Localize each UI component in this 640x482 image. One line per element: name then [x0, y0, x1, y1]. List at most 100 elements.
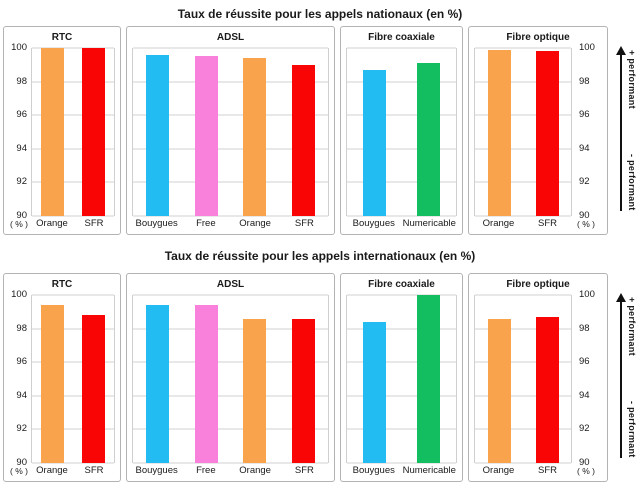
- bar-sfr: [82, 315, 105, 463]
- gridline: [475, 361, 571, 363]
- x-label-orange: Orange: [482, 465, 515, 476]
- panel-fibre-optique-internationaux: Fibre optique Orange SFR 100 98 96 94 92 90 ( …: [468, 273, 608, 482]
- gridline: [32, 395, 114, 397]
- panel-title: RTC: [51, 32, 73, 43]
- bar-numericable: [417, 63, 441, 216]
- panel-title: Fibre coaxiale: [368, 279, 435, 290]
- y-tick-90: 90: [579, 210, 590, 221]
- gridline: [32, 181, 114, 183]
- gridline: [475, 181, 571, 183]
- x-label-orange: Orange: [482, 218, 515, 229]
- bar-plot: [346, 47, 457, 217]
- x-label-sfr: SFR: [294, 465, 314, 476]
- gridline: [347, 47, 456, 49]
- gridline: [32, 428, 114, 430]
- y-tick-98: 98: [579, 322, 590, 334]
- gridline: [133, 294, 328, 296]
- bar-plot: [346, 294, 457, 464]
- gridline: [133, 181, 328, 183]
- panel-title: Fibre coaxiale: [368, 32, 435, 43]
- up-arrow-icon: [616, 293, 626, 458]
- bar-plot: [31, 294, 115, 464]
- y-axis-right: 100 98 96 94 92 90 ( % ): [572, 43, 602, 231]
- y-tick-92: 92: [16, 423, 27, 435]
- gridline: [347, 428, 456, 430]
- gridline: [133, 428, 328, 430]
- bar-orange: [487, 49, 511, 216]
- y-tick-100: 100: [579, 289, 595, 300]
- gridline: [475, 114, 571, 116]
- gridline: [347, 114, 456, 116]
- gridline: [133, 462, 328, 464]
- panel-fibre-coaxiale-internationaux: Fibre coaxiale Bouygues Numericable: [340, 273, 463, 482]
- gridline: [347, 361, 456, 363]
- gridline: [32, 114, 114, 116]
- x-label-bouygues: Bouygues: [352, 465, 395, 476]
- y-tick-96: 96: [579, 109, 590, 121]
- up-arrow-icon: [616, 46, 626, 211]
- y-tick-90: 90: [579, 457, 590, 468]
- gridline: [475, 328, 571, 330]
- gridline: [32, 361, 114, 363]
- gridline: [475, 215, 571, 217]
- x-label-sfr: SFR: [84, 218, 104, 229]
- y-axis-left: 100 98 96 94 92 90 ( % ): [9, 290, 31, 478]
- bar-free: [194, 305, 218, 463]
- gridline: [475, 395, 571, 397]
- gridline: [347, 395, 456, 397]
- y-tick-94: 94: [16, 142, 27, 154]
- gridline: [347, 215, 456, 217]
- x-label-sfr: SFR: [538, 218, 557, 229]
- gridline: [133, 395, 328, 397]
- performance-scale-nationaux: + performant - performant: [613, 26, 638, 235]
- x-labels: Orange SFR: [474, 463, 572, 478]
- y-tick-92: 92: [579, 176, 590, 188]
- section-title-internationaux: Taux de réussite pour les appels interna…: [164, 249, 476, 263]
- bar-plot: [474, 294, 572, 464]
- bar-orange: [243, 58, 267, 216]
- bar-free: [194, 56, 218, 216]
- bar-orange: [41, 48, 64, 216]
- x-label-orange: Orange: [36, 465, 68, 476]
- bar-plot: [31, 47, 115, 217]
- panel-title: ADSL: [216, 279, 245, 290]
- x-label-sfr: SFR: [84, 465, 104, 476]
- gridline: [133, 114, 328, 116]
- panel-rtc-internationaux: RTC 100 98 96 94 92 90 ( % ) Orange SFR: [3, 273, 121, 482]
- performance-scale-internationaux: + performant - performant: [613, 273, 638, 482]
- y-tick-100: 100: [579, 42, 595, 53]
- gridline: [347, 81, 456, 83]
- y-tick-94: 94: [579, 389, 590, 401]
- x-label-sfr: SFR: [538, 465, 557, 476]
- gridline: [475, 428, 571, 430]
- y-axis-left: 100 98 96 94 92 90 ( % ): [9, 43, 31, 231]
- gridline: [475, 81, 571, 83]
- gridline: [32, 294, 114, 296]
- y-tick-94: 94: [16, 389, 27, 401]
- arrow-shaft: [620, 51, 622, 211]
- minus-performant-label: - performant: [627, 401, 637, 458]
- x-label-bouygues: Bouygues: [352, 218, 395, 229]
- x-labels: Bouygues Free Orange SFR: [132, 463, 329, 478]
- x-label-orange: Orange: [36, 218, 68, 229]
- bar-sfr: [292, 64, 316, 216]
- gridline: [475, 294, 571, 296]
- x-label-free: Free: [196, 465, 216, 476]
- bar-sfr: [535, 51, 559, 216]
- bar-sfr: [82, 48, 105, 216]
- y-tick-94: 94: [579, 142, 590, 154]
- bar-plot: [132, 294, 329, 464]
- panel-adsl-internationaux: ADSL Bouygues Free Orange SFR: [126, 273, 335, 482]
- arrow-shaft: [620, 298, 622, 458]
- panels-row-nationaux: RTC 100 98 96 94 92 90 ( % ) Orange SFR ADSL B…: [3, 26, 638, 235]
- y-tick-100: 100: [11, 289, 27, 300]
- bar-plot: [474, 47, 572, 217]
- x-label-orange: Orange: [239, 465, 271, 476]
- x-labels: Bouygues Free Orange SFR: [132, 216, 329, 231]
- panel-fibre-optique-nationaux: Fibre optique Orange SFR 100 98 96 94 92 90 ( …: [468, 26, 608, 235]
- gridline: [475, 148, 571, 150]
- x-label-bouygues: Bouygues: [135, 465, 178, 476]
- unit-label: ( % ): [577, 465, 595, 476]
- gridline: [475, 47, 571, 49]
- bar-bouygues: [145, 54, 169, 216]
